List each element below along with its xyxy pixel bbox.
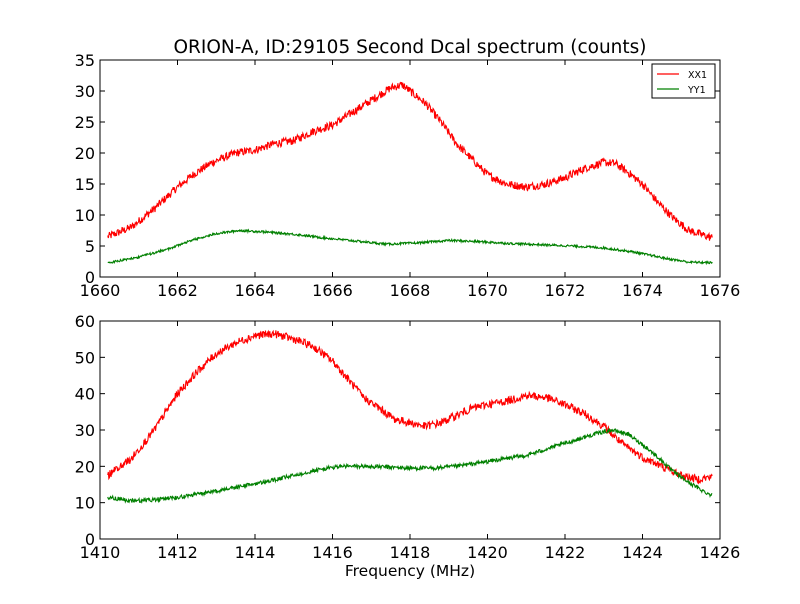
x-tick-label: 1418 xyxy=(390,543,431,562)
x-tick-label: 1662 xyxy=(157,281,198,300)
y-tick-label: 20 xyxy=(75,144,95,163)
x-tick-label: 1670 xyxy=(467,281,508,300)
y-tick-label: 30 xyxy=(75,82,95,101)
x-tick-label: 1420 xyxy=(467,543,508,562)
series-line-red xyxy=(107,329,713,485)
series-group xyxy=(107,81,713,266)
series-line-green xyxy=(107,428,713,505)
x-axis-label: Frequency (MHz) xyxy=(345,562,475,580)
y-tick-label: 5 xyxy=(85,237,95,256)
y-tick-label: 20 xyxy=(75,457,95,476)
x-tick-label: 1668 xyxy=(390,281,431,300)
legend-label-yy1: YY1 xyxy=(687,85,706,96)
x-tick-label: 1676 xyxy=(700,281,741,300)
y-tick-label: 10 xyxy=(75,494,95,513)
y-tick-label: 40 xyxy=(75,385,95,404)
legend-box xyxy=(651,63,716,99)
x-tick-label: 1416 xyxy=(312,543,353,562)
series-line-xx1 xyxy=(107,81,713,241)
x-tick-label: 1426 xyxy=(700,543,741,562)
y-tick-label: 50 xyxy=(75,348,95,367)
x-tick-label: 1410 xyxy=(80,543,121,562)
top-panel: 1660 1662 1664 1666 1668 1670 1672 1674 1676 0 5 10… xyxy=(75,51,741,300)
chart-title: ORION-A, ID:29105 Second Dcal spectrum (… xyxy=(173,37,646,58)
x-tick-label: 1674 xyxy=(622,281,663,300)
y-tick-label: 35 xyxy=(75,51,95,70)
x-tick-label: 1664 xyxy=(235,281,276,300)
x-tick-label: 1666 xyxy=(312,281,353,300)
x-tick-label: 1672 xyxy=(545,281,586,300)
x-tick-label: 1412 xyxy=(157,543,198,562)
y-tick-label: 10 xyxy=(75,206,95,225)
x-tick-label: 1660 xyxy=(80,281,121,300)
bottom-panel: 1410 1412 1414 1416 1418 1420 1422 1424 1426 0 10 2… xyxy=(75,312,741,562)
y-tick-label: 0 xyxy=(85,268,95,287)
y-tick-label: 60 xyxy=(75,312,95,331)
x-tick-label: 1414 xyxy=(235,543,276,562)
y-tick-label: 0 xyxy=(85,530,95,549)
y-tick-label: 15 xyxy=(75,175,95,194)
x-tick-label: 1422 xyxy=(545,543,586,562)
legend-label-xx1: XX1 xyxy=(688,70,707,81)
y-tick-label: 25 xyxy=(75,113,95,132)
y-tick-label: 30 xyxy=(75,421,95,440)
series-line-yy1 xyxy=(107,228,713,266)
series-group xyxy=(107,329,713,505)
x-tick-label: 1424 xyxy=(622,543,663,562)
